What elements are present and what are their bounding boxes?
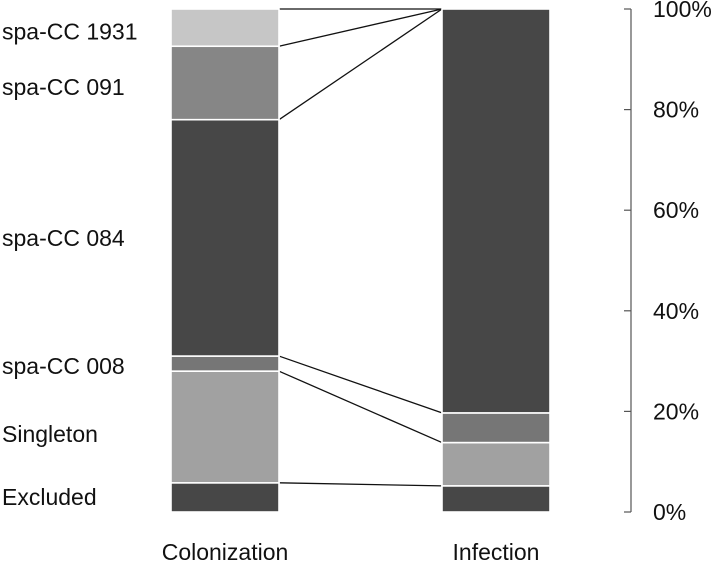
y-tick-label-40: 40% bbox=[653, 298, 699, 324]
connector-line-5 bbox=[278, 8, 443, 47]
connector-line-4 bbox=[278, 8, 443, 121]
segment-label-spa-cc-008: spa-CC 008 bbox=[2, 353, 125, 379]
bars bbox=[170, 8, 551, 513]
bar-segment-colonization-spa-cc-084 bbox=[170, 118, 280, 357]
bar-segment-colonization-spa-cc-091 bbox=[170, 45, 280, 121]
segment-label-excluded: Excluded bbox=[2, 484, 97, 510]
bar-segment-infection-spa-cc-008 bbox=[441, 412, 551, 444]
y-tick-label-20: 20% bbox=[653, 398, 699, 424]
connector-line-2 bbox=[278, 370, 443, 444]
bar-segment-colonization-singleton bbox=[170, 370, 280, 484]
y-tick-label-0: 0% bbox=[653, 499, 686, 525]
connector-line-3 bbox=[278, 355, 443, 414]
bar-segment-infection-spa-cc-084 bbox=[441, 8, 551, 414]
connector-lines bbox=[278, 8, 443, 487]
bar-segment-infection-excluded bbox=[441, 485, 551, 513]
segment-label-singleton: Singleton bbox=[2, 421, 98, 447]
y-tick-label-60: 60% bbox=[653, 197, 699, 223]
segment-label-spa-cc-084: spa-CC 084 bbox=[2, 225, 125, 251]
y-tick-label-100: 100% bbox=[653, 0, 712, 22]
bar-segment-colonization-spa-cc-1931 bbox=[170, 8, 280, 48]
segment-label-spa-cc-091: spa-CC 091 bbox=[2, 74, 125, 100]
category-labels: Colonization Infection bbox=[162, 539, 540, 562]
bar-segment-infection-singleton bbox=[441, 441, 551, 487]
x-category-label-infection: Infection bbox=[453, 539, 540, 562]
segment-label-spa-cc-1931: spa-CC 1931 bbox=[2, 19, 138, 45]
x-category-label-colonization: Colonization bbox=[162, 539, 289, 562]
connector-line-1 bbox=[278, 482, 443, 487]
y-axis: 0% 20% 40% 60% 80% 100% bbox=[624, 0, 712, 525]
y-tick-label-80: 80% bbox=[653, 97, 699, 123]
segment-labels: Excluded Singleton spa-CC 008 spa-CC 084 spa… bbox=[2, 19, 138, 510]
bar-segment-colonization-excluded bbox=[170, 482, 280, 513]
bar-segment-colonization-spa-cc-008 bbox=[170, 355, 280, 372]
